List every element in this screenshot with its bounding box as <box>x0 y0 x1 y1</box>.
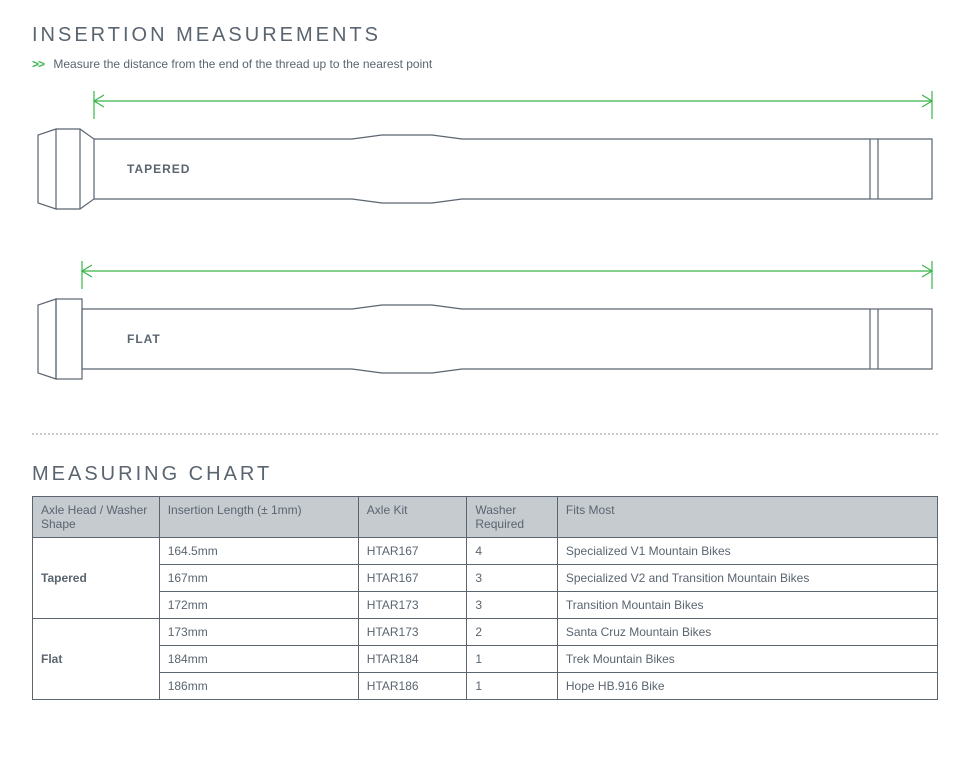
table-row: Flat 173mm HTAR173 2 Santa Cruz Mountain… <box>33 619 938 646</box>
table-row: 184mm HTAR184 1 Trek Mountain Bikes <box>33 646 938 673</box>
diagram-label-tapered: TAPERED <box>127 162 190 176</box>
diagram-tapered: TAPERED <box>32 91 938 241</box>
cell-fits: Hope HB.916 Bike <box>557 673 937 700</box>
cell-fits: Specialized V2 and Transition Mountain B… <box>557 565 937 592</box>
cell-length: 184mm <box>159 646 358 673</box>
cell-kit: HTAR167 <box>358 565 467 592</box>
cell-fits: Specialized V1 Mountain Bikes <box>557 538 937 565</box>
col-header-washer: Washer Required <box>467 497 558 538</box>
cell-washer: 3 <box>467 565 558 592</box>
section-divider <box>32 433 938 435</box>
measurement-line-tapered <box>94 91 932 119</box>
insertion-measurements-title: INSERTION MEASUREMENTS <box>32 24 938 47</box>
axle-head-tapered <box>38 129 94 209</box>
diagram-flat: FLAT <box>32 261 938 411</box>
group-flat: Flat <box>33 619 160 700</box>
measuring-chart-title: MEASURING CHART <box>32 463 938 486</box>
group-tapered: Tapered <box>33 538 160 619</box>
table-header-row: Axle Head / Washer Shape Insertion Lengt… <box>33 497 938 538</box>
insertion-subtitle-text: Measure the distance from the end of the… <box>53 57 432 71</box>
cell-kit: HTAR184 <box>358 646 467 673</box>
cell-fits: Trek Mountain Bikes <box>557 646 937 673</box>
cell-length: 164.5mm <box>159 538 358 565</box>
cell-length: 167mm <box>159 565 358 592</box>
cell-kit: HTAR186 <box>358 673 467 700</box>
measuring-chart-table: Axle Head / Washer Shape Insertion Lengt… <box>32 496 938 700</box>
chevron-right-icon: >> <box>32 57 44 71</box>
axle-shaft-flat <box>82 299 932 373</box>
col-header-shape: Axle Head / Washer Shape <box>33 497 160 538</box>
table-row: 186mm HTAR186 1 Hope HB.916 Bike <box>33 673 938 700</box>
measurement-line-flat <box>82 261 932 289</box>
cell-washer: 3 <box>467 592 558 619</box>
axle-shaft-tapered <box>94 135 932 203</box>
cell-washer: 2 <box>467 619 558 646</box>
cell-length: 173mm <box>159 619 358 646</box>
axle-head-flat <box>38 299 82 379</box>
col-header-kit: Axle Kit <box>358 497 467 538</box>
cell-washer: 4 <box>467 538 558 565</box>
cell-washer: 1 <box>467 673 558 700</box>
cell-length: 186mm <box>159 673 358 700</box>
cell-length: 172mm <box>159 592 358 619</box>
cell-kit: HTAR173 <box>358 592 467 619</box>
cell-washer: 1 <box>467 646 558 673</box>
diagram-label-flat: FLAT <box>127 332 161 346</box>
table-row: 167mm HTAR167 3 Specialized V2 and Trans… <box>33 565 938 592</box>
insertion-subtitle: >> Measure the distance from the end of … <box>32 57 938 71</box>
cell-kit: HTAR173 <box>358 619 467 646</box>
cell-fits: Santa Cruz Mountain Bikes <box>557 619 937 646</box>
table-row: 172mm HTAR173 3 Transition Mountain Bike… <box>33 592 938 619</box>
cell-kit: HTAR167 <box>358 538 467 565</box>
col-header-length: Insertion Length (± 1mm) <box>159 497 358 538</box>
table-row: Tapered 164.5mm HTAR167 4 Specialized V1… <box>33 538 938 565</box>
cell-fits: Transition Mountain Bikes <box>557 592 937 619</box>
col-header-fits: Fits Most <box>557 497 937 538</box>
